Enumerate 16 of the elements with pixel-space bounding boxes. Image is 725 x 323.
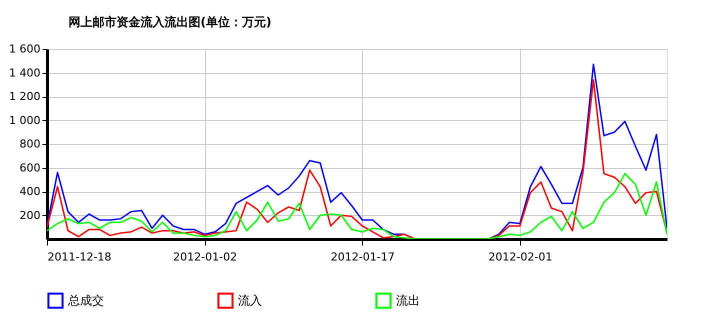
y-tick-label: 200 (20, 208, 40, 222)
x-tick-label: 2012-01-02 (173, 250, 238, 264)
y-tick-label: 600 (20, 161, 40, 174)
y-tick-label: 1 400 (9, 66, 40, 80)
legend-label: 总成交 (67, 294, 104, 308)
x-tick-label: 2012-02-01 (488, 250, 552, 264)
x-tick-label: 2012-01-17 (330, 250, 395, 264)
legend-label: 流出 (396, 294, 420, 308)
legend-label: 流入 (238, 294, 262, 308)
x-tick-label: 2011-12-18 (48, 250, 112, 264)
y-tick-label: 400 (20, 185, 40, 198)
y-tick-label: 1 600 (9, 42, 40, 56)
chart-title: 网上邮市资金流入流出图(单位：万元) (68, 15, 272, 29)
y-tick-label: 800 (20, 138, 40, 150)
y-tick-label: 1 200 (9, 90, 40, 103)
y-tick-label: 1 000 (9, 114, 40, 127)
